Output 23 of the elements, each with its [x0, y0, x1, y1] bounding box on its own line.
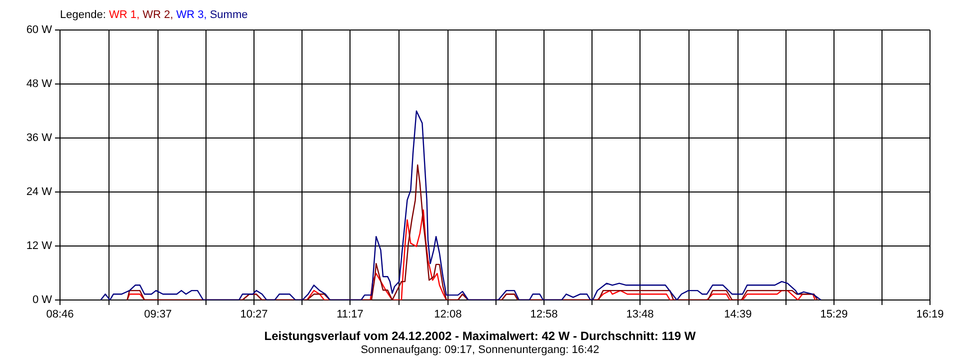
- x-tick-label: 15:29: [820, 308, 848, 321]
- text: Summe: [210, 9, 248, 21]
- text: Sonnenaufgang: 09:17, Sonnenuntergang: 16:42: [360, 344, 600, 356]
- x-tick-label: 11:17: [336, 308, 364, 321]
- y-tick-label: 0 W: [32, 294, 53, 306]
- legend-title: Legende:: [60, 9, 106, 21]
- x-tick-label: 13:48: [626, 308, 654, 321]
- text: WR 2,: [142, 9, 174, 21]
- text: WR 1,: [108, 9, 140, 21]
- legend-label: WR 3,: [176, 9, 207, 21]
- y-tick-label: 60 W: [26, 24, 53, 36]
- y-tick-label: 12 W: [26, 240, 53, 252]
- y-tick-label: 36 W: [26, 132, 53, 144]
- x-tick-label: 16:19: [916, 308, 944, 321]
- x-tick-label: 14:39: [724, 308, 752, 321]
- x-tick-label: 08:46: [46, 308, 74, 321]
- x-tick-label: 12:58: [530, 308, 558, 321]
- text: Leistungsverlauf vom 24.12.2002 - Maximalwert: 42 W - Durchschnitt: 119 W: [263, 329, 697, 343]
- x-tick-label: 09:37: [144, 308, 172, 321]
- x-tick-label: 12:08: [434, 308, 462, 321]
- y-tick-label: 48 W: [26, 78, 53, 90]
- x-tick-label: 10:27: [240, 308, 268, 321]
- y-tick-label: 24 W: [26, 186, 53, 198]
